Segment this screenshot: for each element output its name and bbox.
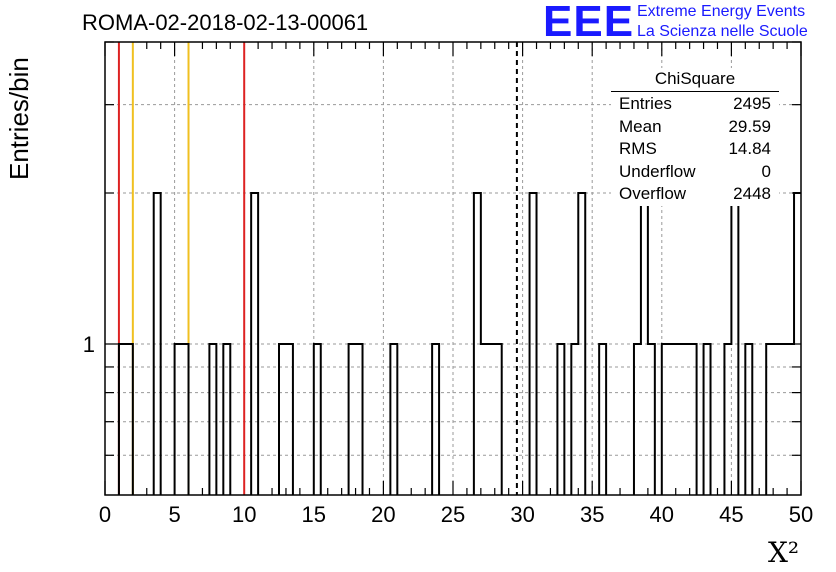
histogram-steps [117,103,801,495]
x-tick-label: 0 [99,502,111,527]
eee-logo-line1: Extreme Energy Events [637,3,806,20]
stats-row-overflow: Overflow 2448 [611,183,779,206]
y-tick-label: 1 [83,332,95,357]
eee-logo: EEE [543,0,635,46]
x-tick-label: 25 [441,502,465,527]
reference-lines [117,42,518,495]
x-tick-label: 30 [510,502,534,527]
stats-label: Mean [619,116,662,136]
x-tick-label: 45 [719,502,743,527]
x-tick-label: 20 [371,502,395,527]
stats-value: 0 [761,161,771,181]
x-axis-label: X² [768,536,800,569]
x-tick-label: 35 [580,502,604,527]
stats-label: RMS [619,139,657,158]
x-tick-label: 40 [650,502,674,527]
tick-labels: 0 5 10 15 20 25 30 35 40 45 50 1 [83,332,813,527]
stats-row-mean: Mean 29.59 [611,116,779,139]
stats-value: 29.59 [728,116,771,136]
stats-row-underflow: Underflow 0 [611,161,779,184]
x-tick-label: 5 [168,502,180,527]
stats-row-entries: Entries 2495 [611,93,779,116]
plot-frame [104,41,802,496]
eee-logo-line2: La Scienza nelle Scuole [637,23,808,40]
stats-title: ChiSquare [611,68,779,92]
stats-label: Overflow [619,184,687,203]
x-tick-label: 10 [232,502,256,527]
x-tick-label: 15 [302,502,326,527]
y-axis-label: Entries/bin [4,57,34,180]
stats-value: 2495 [733,94,771,113]
chart-title: ROMA-02-2018-02-13-00061 [82,10,369,35]
stats-row-rms: RMS 14.84 [611,138,779,161]
stats-value: 14.84 [728,139,771,158]
stats-value: 2448 [733,184,771,203]
x-tick-label: 50 [789,502,813,527]
stats-box: ChiSquare Entries 2495 Mean 29.59 RMS 14.84… [611,68,779,206]
stats-label: Entries [619,94,672,113]
stats-label: Underflow [619,161,696,181]
